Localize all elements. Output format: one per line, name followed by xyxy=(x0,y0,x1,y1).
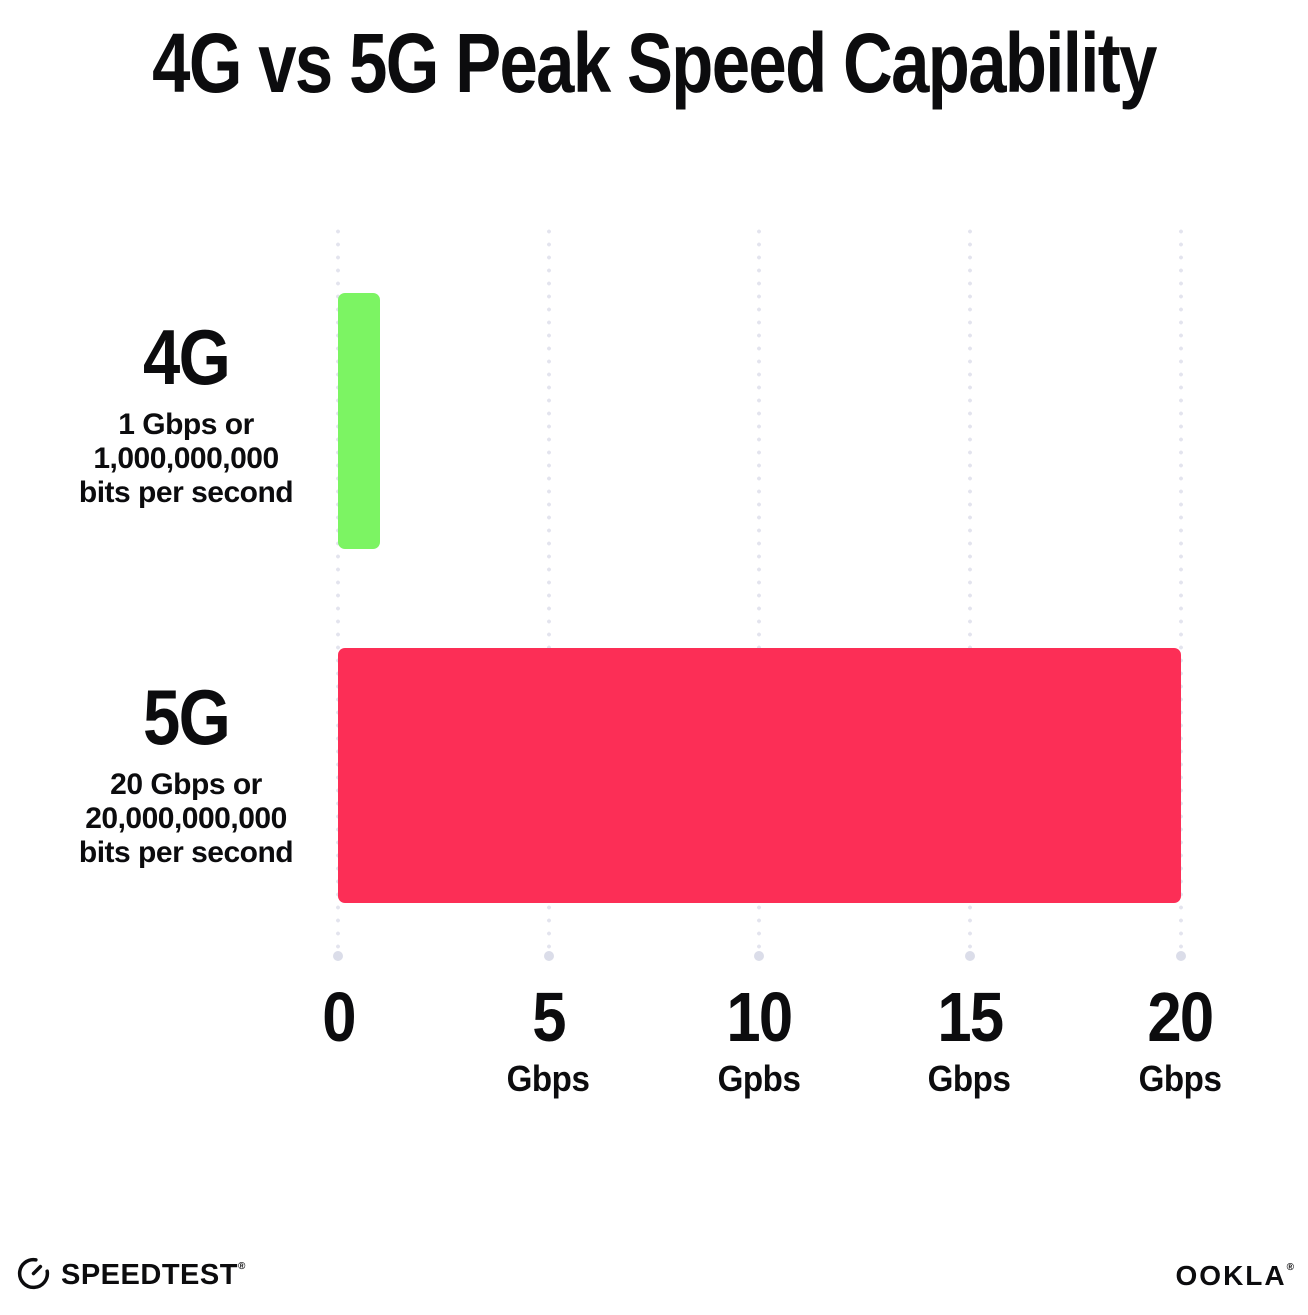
speedtest-logo: SPEEDTEST® xyxy=(15,1254,246,1296)
x-tick-15: 15 Gbps xyxy=(850,982,1090,1100)
plot-area xyxy=(333,225,1186,961)
x-tick-0: 0 xyxy=(218,982,458,1100)
category-heading-5g: 5G xyxy=(36,678,336,756)
category-heading-5g-text: 5G xyxy=(142,673,231,761)
category-subtext-5g: 20 Gbps or 20,000,000,000 bits per secon… xyxy=(36,768,336,870)
category-subtext-4g-line2: 1,000,000,000 xyxy=(93,442,279,475)
gridline-0 xyxy=(333,225,343,961)
bar-4g xyxy=(338,293,381,549)
x-tick-10-value: 10 xyxy=(726,978,793,1056)
category-subtext-5g-line1: 20 Gbps or xyxy=(110,768,262,801)
speedtest-trademark: ® xyxy=(237,1260,246,1272)
x-tick-10: 10 Gpbs xyxy=(639,982,879,1100)
x-tick-0-value: 0 xyxy=(321,978,356,1056)
x-tick-20-value: 20 xyxy=(1147,978,1214,1056)
x-tick-0-unit xyxy=(218,1058,458,1100)
category-label-4g: 4G 1 Gbps or 1,000,000,000 bits per seco… xyxy=(36,318,336,510)
speedtest-wordmark: SPEEDTEST® xyxy=(61,1258,246,1291)
x-tick-5-unit: Gbps xyxy=(507,1058,590,1099)
x-axis: 0 5 Gbps 10 Gpbs 15 Gbps 20 Gbps xyxy=(0,982,1308,1102)
category-subtext-4g-line1: 1 Gbps or xyxy=(118,408,254,441)
ookla-wordmark: OOKLA® xyxy=(1175,1260,1296,1291)
category-subtext-5g-line3: bits per second xyxy=(78,836,294,869)
x-tick-20: 20 Gbps xyxy=(1060,982,1300,1100)
category-subtext-5g-line2: 20,000,000,000 xyxy=(85,802,287,835)
category-heading-4g: 4G xyxy=(36,318,336,396)
ookla-trademark: ® xyxy=(1286,1262,1296,1273)
chart-title: 4G vs 5G Peak Speed Capability xyxy=(0,18,1308,109)
category-heading-4g-text: 4G xyxy=(142,313,231,401)
x-tick-5-value: 5 xyxy=(532,978,566,1056)
x-tick-20-unit: Gbps xyxy=(1138,1058,1222,1099)
gridline-5 xyxy=(543,225,554,961)
gridline-10 xyxy=(754,225,765,961)
x-tick-15-unit: Gbps xyxy=(928,1058,1011,1099)
chart-title-text: 4G vs 5G Peak Speed Capability xyxy=(152,16,1157,110)
x-tick-5: 5 Gbps xyxy=(429,982,669,1100)
x-tick-15-value: 15 xyxy=(936,978,1004,1056)
category-label-5g: 5G 20 Gbps or 20,000,000,000 bits per se… xyxy=(36,678,336,870)
category-subtext-4g-line3: bits per second xyxy=(78,476,294,509)
category-subtext-4g: 1 Gbps or 1,000,000,000 bits per second xyxy=(36,408,336,510)
ookla-logo: OOKLA® xyxy=(1176,1260,1296,1292)
x-tick-10-unit: Gpbs xyxy=(717,1058,801,1099)
bar-5g xyxy=(338,648,1181,903)
gridline-15 xyxy=(964,225,975,961)
gridline-20 xyxy=(1175,225,1186,961)
speedtest-gauge-icon xyxy=(15,1254,52,1296)
